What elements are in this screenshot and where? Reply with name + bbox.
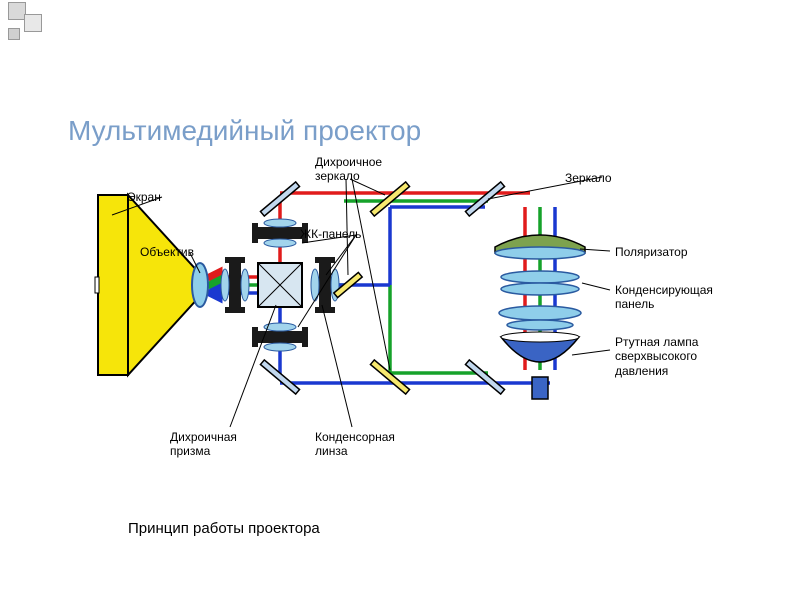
label-dichroic-mirror: Дихроичное зеркало (315, 155, 382, 184)
label-condenser-lens: Конденсорная линза (315, 430, 395, 459)
deco-square (24, 14, 42, 32)
label-objective: Объектив (140, 245, 194, 259)
label-mirror: Зеркало (565, 171, 612, 185)
deco-square (8, 28, 20, 40)
slide-title: Мультимедийный проектор (68, 115, 421, 147)
label-screen: Экран (127, 190, 161, 204)
label-mercury-lamp: Ртутная лампа сверхвысокого давления (615, 335, 698, 378)
label-condensing-panel: Конденсирующая панель (615, 283, 713, 312)
label-dichroic-prism: Дихроичная призма (170, 430, 237, 459)
projector-diagram: Экран Дихроичное зеркало Зеркало Объекти… (90, 155, 730, 505)
label-lcd-panel: ЖК-панель (300, 227, 361, 241)
label-polarizer: Поляризатор (615, 245, 688, 259)
slide-caption: Принцип работы проектора (128, 520, 320, 537)
